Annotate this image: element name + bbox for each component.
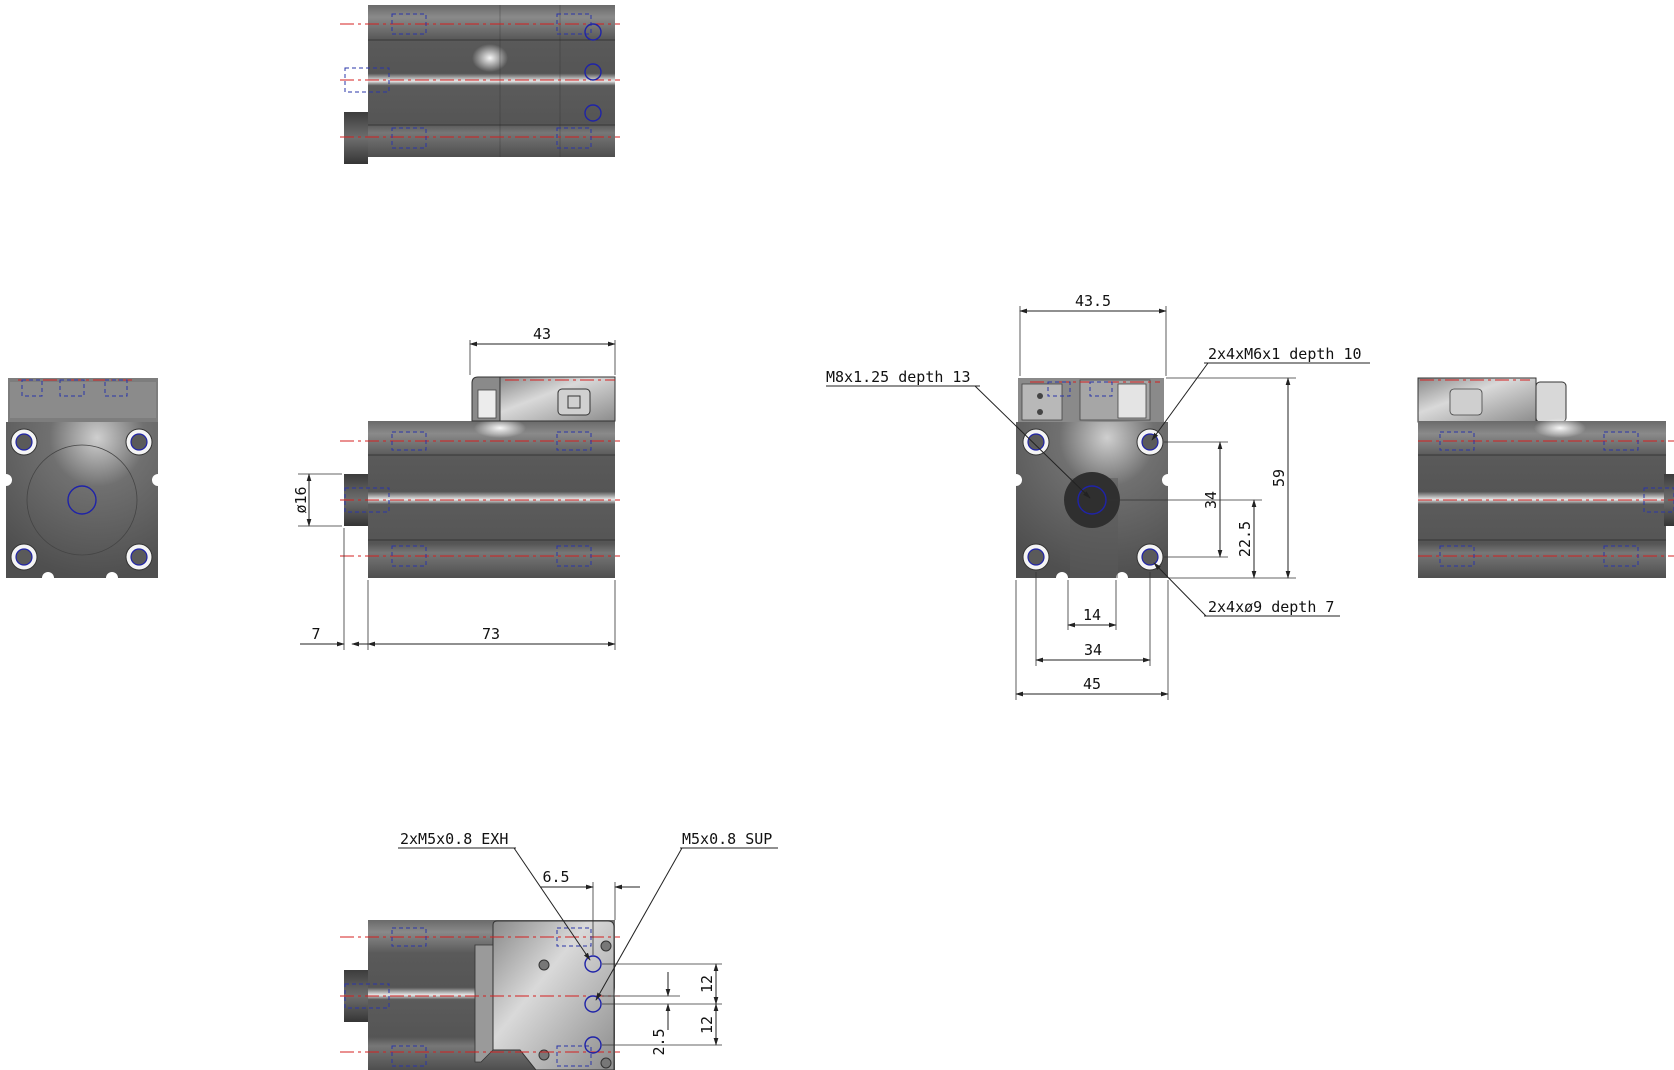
left-view-mount-holes <box>10 428 153 571</box>
left-end-view <box>6 378 158 578</box>
note-supply-port: M5x0.8 SUP <box>682 830 772 848</box>
top-view-stem <box>344 112 368 164</box>
dim-body-width: 45 <box>1083 675 1101 693</box>
dim-slot-width: 14 <box>1083 606 1101 624</box>
top-view-port-hole <box>584 104 602 122</box>
top-view-port-hole <box>584 63 602 81</box>
dim-front-width-top: 43.5 <box>1075 292 1111 310</box>
side-view-dimensions: 43 ø16 7 73 <box>292 325 616 650</box>
top-view <box>340 5 620 164</box>
dim-stem-length: 7 <box>311 625 320 643</box>
bottom-view-exhaust-port <box>584 1036 602 1054</box>
dim-port-offset-small: 2.5 <box>650 1028 668 1055</box>
note-center-thread: M8x1.25 depth 13 <box>826 368 971 386</box>
side-view <box>340 376 620 578</box>
left-view-center-hole <box>67 485 97 515</box>
front-view-center-thread <box>1077 485 1107 515</box>
dim-stem-diameter: ø16 <box>292 486 310 513</box>
bottom-view-notes: 2xM5x0.8 EXH M5x0.8 SUP <box>398 830 778 1001</box>
dim-port-offset: 6.5 <box>542 868 569 886</box>
dim-port-pitch-lower: 12 <box>698 1016 716 1034</box>
top-view-port-hole <box>584 23 602 41</box>
bottom-view <box>340 920 620 1070</box>
dim-center-height: 22.5 <box>1236 521 1254 557</box>
front-end-view <box>1016 378 1168 578</box>
dim-side-length-top: 43 <box>533 325 551 343</box>
bottom-view-supply-port <box>584 995 602 1013</box>
top-view-shine <box>472 44 508 72</box>
note-mount-hole: 2x4xø9 depth 7 <box>1208 598 1334 616</box>
dim-hole-pitch-horizontal: 34 <box>1084 641 1102 659</box>
note-mount-thread: 2x4xM6x1 depth 10 <box>1208 345 1362 363</box>
left-view-face <box>6 422 158 578</box>
front-view-notes: M8x1.25 depth 13 2x4xM6x1 depth 10 2x4xø… <box>826 345 1370 617</box>
front-view-mount-holes <box>1022 428 1164 571</box>
dim-body-length: 73 <box>482 625 500 643</box>
top-view-body <box>368 5 615 157</box>
right-side-view <box>1417 377 1674 578</box>
dim-front-height: 59 <box>1270 469 1288 487</box>
front-view-dimensions: 43.5 59 34 22.5 14 34 45 <box>1015 292 1296 700</box>
bottom-view-dimensions: 6.5 12 12 2.5 <box>540 868 722 1056</box>
note-exhaust-port: 2xM5x0.8 EXH <box>400 830 508 848</box>
dim-port-pitch-upper: 12 <box>698 975 716 993</box>
bottom-view-exhaust-port <box>584 955 602 973</box>
